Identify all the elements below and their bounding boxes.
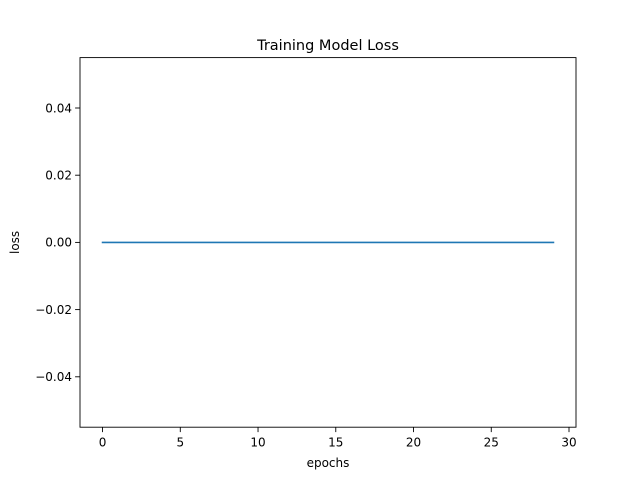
loss-data-point (506, 242, 508, 244)
loss-data-point (537, 242, 539, 244)
data-layer (101, 241, 555, 244)
loss-data-point (226, 242, 228, 244)
loss-data-point (413, 242, 415, 244)
loss-data-point (366, 242, 368, 244)
y-tick-label: 0.04 (45, 101, 72, 115)
y-tick-label: 0.00 (45, 236, 72, 250)
x-tick-label: 25 (484, 436, 499, 450)
loss-data-point (397, 242, 399, 244)
loss-data-point (428, 242, 430, 244)
loss-data-point (444, 242, 446, 244)
loss-data-point (304, 242, 306, 244)
y-tick-label: −0.02 (35, 303, 72, 317)
x-axis-label: epochs (307, 456, 350, 470)
y-axis: −0.04 −0.02 0.00 0.02 0.04 (35, 101, 80, 384)
loss-data-point (382, 242, 384, 244)
loss-data-point (133, 242, 135, 244)
x-tick-label: 30 (561, 436, 576, 450)
loss-data-point (211, 242, 213, 244)
loss-data-point (257, 242, 259, 244)
loss-data-point (459, 242, 461, 244)
loss-data-point (553, 242, 555, 244)
loss-data-point (475, 242, 477, 244)
loss-data-point (179, 242, 181, 244)
y-tick-label: 0.02 (45, 169, 72, 183)
loss-data-point (288, 242, 290, 244)
loss-data-point (319, 242, 321, 244)
loss-data-point (102, 242, 104, 244)
loss-data-point (351, 242, 353, 244)
chart-title: Training Model Loss (256, 38, 399, 54)
loss-data-point (522, 242, 524, 244)
y-axis-label: loss (8, 231, 22, 254)
loss-data-point (273, 242, 275, 244)
loss-data-point (148, 242, 150, 244)
loss-data-point (117, 242, 119, 244)
loss-data-point (490, 242, 492, 244)
x-tick-label: 5 (176, 436, 184, 450)
x-tick-label: 10 (250, 436, 265, 450)
x-tick-label: 20 (406, 436, 421, 450)
loss-data-point (195, 242, 197, 244)
x-axis: 0 5 10 15 20 25 30 (99, 427, 577, 450)
loss-data-point (335, 242, 337, 244)
y-tick-label: −0.04 (35, 370, 72, 384)
x-tick-label: 0 (99, 436, 107, 450)
loss-data-point (164, 242, 166, 244)
loss-data-point (242, 242, 244, 244)
x-tick-label: 15 (328, 436, 343, 450)
